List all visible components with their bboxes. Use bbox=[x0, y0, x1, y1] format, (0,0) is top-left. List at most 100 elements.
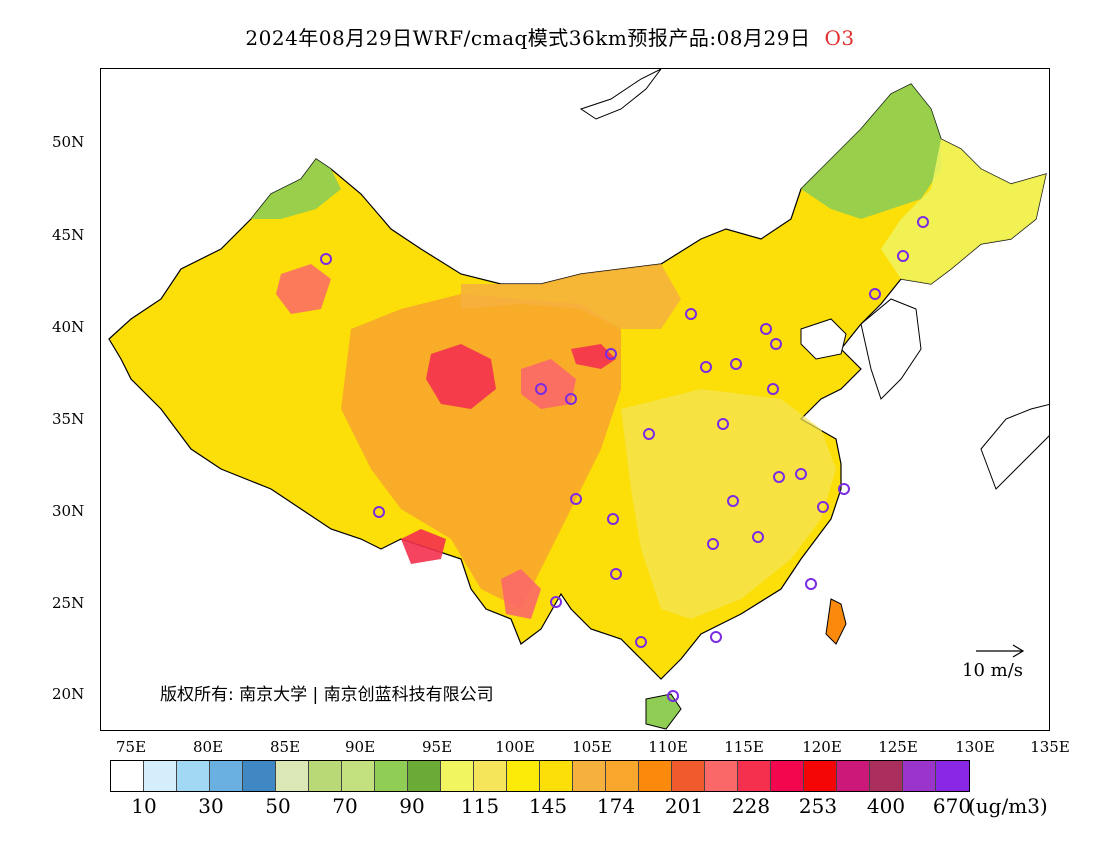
colorbar-swatch bbox=[177, 761, 210, 791]
lon-tick: 110E bbox=[648, 738, 688, 756]
colorbar-swatch bbox=[540, 761, 573, 791]
site-marker bbox=[550, 596, 562, 608]
site-marker bbox=[685, 308, 697, 320]
site-marker bbox=[610, 568, 622, 580]
site-marker bbox=[635, 636, 647, 648]
lon-tick: 85E bbox=[269, 738, 301, 756]
site-marker bbox=[607, 513, 619, 525]
title-text: 2024年08月29日WRF/cmaq模式36km预报产品:08月29日 bbox=[245, 26, 811, 50]
hotspot-gansu bbox=[521, 359, 576, 409]
site-marker bbox=[570, 493, 582, 505]
colorbar-swatch bbox=[705, 761, 738, 791]
colorbar-swatch bbox=[342, 761, 375, 791]
colorbar-swatch bbox=[903, 761, 936, 791]
species-label: O3 bbox=[824, 26, 855, 50]
colorbar-swatch bbox=[144, 761, 177, 791]
colorbar-label: 670 bbox=[932, 794, 972, 818]
colorbar-swatch bbox=[111, 761, 144, 791]
site-marker bbox=[817, 501, 829, 513]
site-marker bbox=[838, 483, 850, 495]
site-marker bbox=[795, 468, 807, 480]
colorbar-label: 115 bbox=[460, 794, 500, 818]
site-marker bbox=[700, 361, 712, 373]
colorbar-swatch bbox=[507, 761, 540, 791]
wind-reference-label: 10 m/s bbox=[962, 660, 1023, 681]
lat-tick: 40N bbox=[52, 318, 85, 336]
colorbar-swatch bbox=[243, 761, 276, 791]
colorbar-swatch bbox=[573, 761, 606, 791]
lon-tick: 130E bbox=[955, 738, 995, 756]
site-marker bbox=[770, 338, 782, 350]
lat-tick: 20N bbox=[52, 685, 85, 703]
site-marker bbox=[643, 428, 655, 440]
site-marker bbox=[805, 578, 817, 590]
colorbar bbox=[110, 760, 970, 792]
colorbar-label: 30 bbox=[198, 794, 224, 818]
site-marker bbox=[707, 538, 719, 550]
colorbar-swatch bbox=[276, 761, 309, 791]
lat-tick: 30N bbox=[52, 502, 85, 520]
lake-baikal-outline bbox=[579, 69, 662, 120]
colorbar-swatch bbox=[771, 761, 804, 791]
hotspot-ningxia bbox=[571, 344, 616, 369]
colorbar-swatch bbox=[474, 761, 507, 791]
monitoring-sites bbox=[320, 216, 929, 702]
site-marker bbox=[667, 690, 679, 702]
xinjiang-green-zone bbox=[251, 159, 341, 219]
site-marker bbox=[773, 471, 785, 483]
site-marker bbox=[717, 418, 729, 430]
site-marker bbox=[727, 495, 739, 507]
colorbar-label: 145 bbox=[528, 794, 568, 818]
japan-outline bbox=[980, 403, 1049, 490]
lat-tick: 25N bbox=[52, 594, 85, 612]
site-marker bbox=[373, 506, 385, 518]
colorbar-swatch bbox=[936, 761, 969, 791]
colorbar-label: 90 bbox=[399, 794, 425, 818]
lon-tick: 125E bbox=[878, 738, 918, 756]
site-marker bbox=[710, 631, 722, 643]
lon-tick: 95E bbox=[421, 738, 453, 756]
colorbar-label: 10 bbox=[131, 794, 157, 818]
colorbar-swatch bbox=[870, 761, 903, 791]
site-marker bbox=[565, 393, 577, 405]
lon-tick: 90E bbox=[344, 738, 376, 756]
lon-tick: 100E bbox=[495, 738, 535, 756]
colorbar-label: 228 bbox=[731, 794, 771, 818]
colorbar-swatch bbox=[738, 761, 771, 791]
korea-outline bbox=[860, 298, 922, 400]
north-orange-band bbox=[461, 264, 681, 329]
map-title: 2024年08月29日WRF/cmaq模式36km预报产品:08月29日 O3 bbox=[0, 22, 1100, 51]
site-marker bbox=[767, 383, 779, 395]
lat-tick: 50N bbox=[52, 133, 85, 151]
northeast-green-zone bbox=[801, 84, 941, 219]
site-marker bbox=[535, 383, 547, 395]
lon-tick: 105E bbox=[572, 738, 612, 756]
site-marker bbox=[897, 250, 909, 262]
colorbar-swatch bbox=[309, 761, 342, 791]
lon-tick: 75E bbox=[115, 738, 147, 756]
site-marker bbox=[605, 348, 617, 360]
colorbar-swatch bbox=[804, 761, 837, 791]
wind-reference-arrow bbox=[976, 644, 1025, 658]
site-marker bbox=[752, 531, 764, 543]
bohai-sea bbox=[800, 318, 847, 360]
lon-tick: 80E bbox=[192, 738, 224, 756]
hainan-island bbox=[645, 693, 682, 730]
colorbar-unit: (ug/m3) bbox=[968, 794, 1048, 818]
site-marker bbox=[320, 253, 332, 265]
lon-tick: 120E bbox=[802, 738, 842, 756]
colorbar-swatch bbox=[672, 761, 705, 791]
lon-tick: 135E bbox=[1030, 738, 1070, 756]
colorbar-swatch bbox=[639, 761, 672, 791]
colorbar-label: 201 bbox=[664, 794, 704, 818]
site-marker bbox=[730, 358, 742, 370]
colorbar-swatch bbox=[375, 761, 408, 791]
northeast-yellow-zone bbox=[881, 139, 1046, 284]
colorbar-label: 50 bbox=[265, 794, 291, 818]
lat-tick: 45N bbox=[52, 226, 85, 244]
colorbar-swatch bbox=[606, 761, 639, 791]
colorbar-label: 174 bbox=[596, 794, 636, 818]
colorbar-swatch bbox=[441, 761, 474, 791]
hotspot-yunnan bbox=[501, 569, 541, 619]
hotspot-qinghai bbox=[426, 344, 496, 409]
